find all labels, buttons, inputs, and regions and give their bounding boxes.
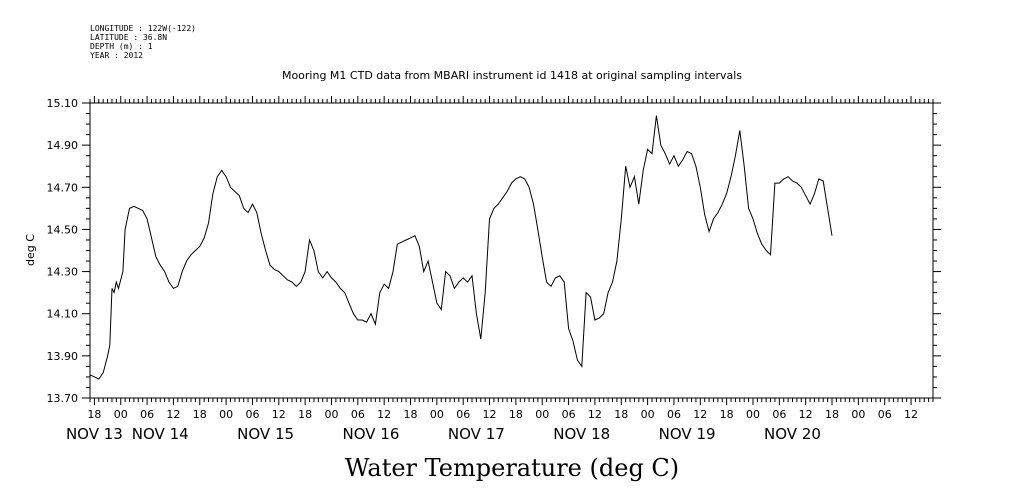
x-tick-label: 18 [87,408,101,421]
x-date-label: NOV 13 [66,425,123,443]
x-date-label: NOV 16 [343,425,400,443]
x-tick-label: 12 [483,408,497,421]
x-tick-label: 18 [509,408,523,421]
y-tick-label: 14.30 [47,266,79,279]
y-tick-label: 13.90 [47,350,79,363]
x-tick-label: 00 [430,408,444,421]
x-tick-label: 12 [166,408,180,421]
y-tick-label: 14.10 [47,308,79,321]
longitude-label: LONGITUDE : 122W(-122) [90,24,196,33]
x-tick-label: 00 [219,408,233,421]
x-tick-label: 00 [641,408,655,421]
x-date-label: NOV 15 [237,425,294,443]
x-tick-label: 18 [825,408,839,421]
y-tick-label: 14.50 [47,223,79,236]
x-tick-label: 12 [272,408,286,421]
series-line [89,115,833,380]
x-tick-label: 18 [614,408,628,421]
x-tick-label: 06 [140,408,154,421]
x-tick-label: 18 [298,408,312,421]
y-tick-label: 15.10 [47,97,79,110]
x-tick-label: 12 [904,408,918,421]
x-tick-label: 00 [324,408,338,421]
x-tick-label: 12 [799,408,813,421]
year-label: YEAR : 2012 [90,51,143,60]
x-axis-date-labels: NOV 13 NOV 14 NOV 15 NOV 16 NOV 17 NOV 18 NOV … [66,425,821,443]
x-tick-label: 12 [588,408,602,421]
y-tick-label: 14.90 [47,139,79,152]
y-tick-label: 14.70 [47,181,79,194]
x-tick-label: 06 [772,408,786,421]
x-tick-label: 06 [351,408,365,421]
depth-label: DEPTH (m) : 1 [90,42,153,51]
chart-title: Mooring M1 CTD data from MBARI instrumen… [282,69,742,82]
x-date-label: NOV 20 [764,425,821,443]
x-tick-label: 06 [456,408,470,421]
axis-ticks [82,96,941,405]
y-axis-label: deg C [24,234,37,266]
y-tick-label: 13.70 [47,392,79,405]
x-tick-label: 00 [851,408,865,421]
x-tick-label: 18 [720,408,734,421]
x-tick-label: 12 [377,408,391,421]
x-axis-title: Water Temperature (deg C) [345,454,679,482]
x-axis-tick-labels: 18 00 06 12 18 00 06 12 18 00 06 12 18 00 06 12 18 00 06 12… [87,408,918,421]
x-date-label: NOV 18 [553,425,610,443]
x-date-label: NOV 17 [448,425,505,443]
x-date-label: NOV 19 [659,425,716,443]
x-tick-label: 06 [562,408,576,421]
x-tick-label: 12 [693,408,707,421]
y-axis-tick-labels: 13.70 13.90 14.10 14.30 14.50 14.70 14.90 15.10 [47,97,79,405]
x-tick-label: 18 [404,408,418,421]
x-date-label: NOV 14 [132,425,189,443]
x-tick-label: 00 [114,408,128,421]
x-tick-label: 06 [667,408,681,421]
x-tick-label: 18 [193,408,207,421]
x-tick-label: 06 [878,408,892,421]
latitude-label: LATITUDE : 36.8N [90,33,167,42]
x-tick-label: 00 [535,408,549,421]
x-tick-label: 00 [746,408,760,421]
x-tick-label: 06 [245,408,259,421]
plot-frame [89,102,934,399]
